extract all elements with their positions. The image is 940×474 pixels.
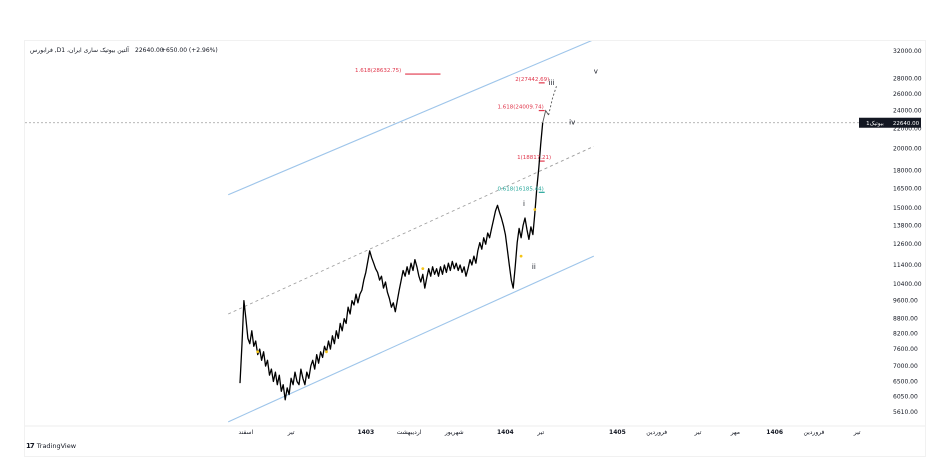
- tradingview-name: TradingView: [36, 442, 77, 450]
- x-tick-13: تیر: [853, 429, 861, 436]
- y-tick-6: 18000.00: [893, 167, 922, 174]
- channel-line-2: [228, 145, 595, 315]
- y-tick-5: 20000.00: [893, 145, 922, 152]
- x-tick-12: فروردین: [804, 429, 825, 436]
- wave-label-3: iv: [569, 119, 575, 127]
- channel-line-0: [227, 255, 595, 423]
- wave-label-4: v: [594, 67, 598, 75]
- tradingview-brand[interactable]: 17 TradingView: [26, 442, 76, 450]
- marker-3: [519, 254, 523, 258]
- x-tick-2: 1403: [357, 429, 374, 436]
- marker-4: [533, 208, 537, 211]
- x-tick-1: تیر: [287, 429, 295, 436]
- price-series-line: [239, 122, 544, 401]
- y-tick-7: 16500.00: [893, 185, 922, 192]
- fib-level-label-2: 1.618(24009.74): [497, 105, 543, 111]
- projection-dashed: [548, 86, 557, 116]
- x-tick-3: اردیبهشت: [397, 429, 422, 436]
- y-tick-10: 12600.00: [893, 241, 922, 248]
- chart-frame: i ii iii iv v 1.618(28632.75) 2(27442.69) 1.61…: [24, 40, 926, 457]
- x-tick-8: فروردین: [646, 429, 667, 436]
- wave-label-0: i: [523, 200, 525, 208]
- y-tick-0: 32000.00: [893, 48, 922, 55]
- x-tick-6: تیر: [536, 429, 544, 436]
- channel-line-1: [227, 41, 593, 196]
- price-badge-value-bg: [891, 117, 921, 128]
- projection-solid: [542, 109, 549, 123]
- x-tick-10: مهر: [730, 429, 740, 436]
- y-tick-3: 24000.00: [893, 108, 922, 115]
- fib-level-label-4: 0.618(16185.44): [497, 186, 543, 192]
- x-tick-7: 1405: [609, 429, 626, 436]
- marker-0: [256, 350, 260, 354]
- price-badge-label-bg: [859, 117, 891, 128]
- price-badge-value: 22640.00: [893, 121, 920, 127]
- y-tick-17: 7000.00: [893, 363, 918, 370]
- fib-level-label-1: 2(27442.69): [515, 77, 549, 83]
- x-tick-4: شهریور: [444, 429, 464, 436]
- marker-2: [421, 267, 425, 271]
- x-tick-0: اسفند: [239, 429, 254, 436]
- y-tick-1: 28000.00: [893, 76, 922, 83]
- y-tick-14: 8800.00: [893, 316, 918, 323]
- x-tick-9: تیر: [694, 429, 702, 436]
- fib-level-label-0: 1.618(28632.75): [355, 68, 401, 74]
- fib-level-label-3: 1(18817.21): [517, 155, 551, 161]
- tradingview-logo-icon: 17: [26, 442, 35, 450]
- y-tick-20: 5610.00: [893, 409, 918, 416]
- marker-1: [325, 350, 328, 354]
- y-tick-11: 11400.00: [893, 262, 922, 269]
- header-price: 22640.00: [135, 47, 164, 54]
- x-tick-5: 1404: [497, 429, 514, 436]
- y-tick-2: 26000.00: [893, 91, 922, 98]
- y-tick-19: 6050.00: [893, 393, 918, 400]
- x-tick-11: 1406: [766, 429, 783, 436]
- y-tick-8: 15000.00: [893, 205, 922, 212]
- header-change: +650.00 (+2.96%): [161, 47, 218, 54]
- y-tick-12: 10400.00: [893, 281, 922, 288]
- wave-label-2: iii: [549, 79, 555, 87]
- header-symbol: فرابورس ,Dآلتین بیوتیک ساری ایران، 1: [30, 45, 129, 54]
- y-tick-18: 6500.00: [893, 378, 918, 385]
- price-badge-label: بیوتیک1: [866, 120, 884, 127]
- y-tick-15: 8200.00: [893, 330, 918, 337]
- y-tick-9: 13800.00: [893, 222, 922, 229]
- y-tick-16: 7600.00: [893, 346, 918, 353]
- y-tick-4: 22000.00: [893, 126, 922, 133]
- wave-label-1: ii: [532, 263, 536, 271]
- y-tick-13: 9600.00: [893, 298, 918, 305]
